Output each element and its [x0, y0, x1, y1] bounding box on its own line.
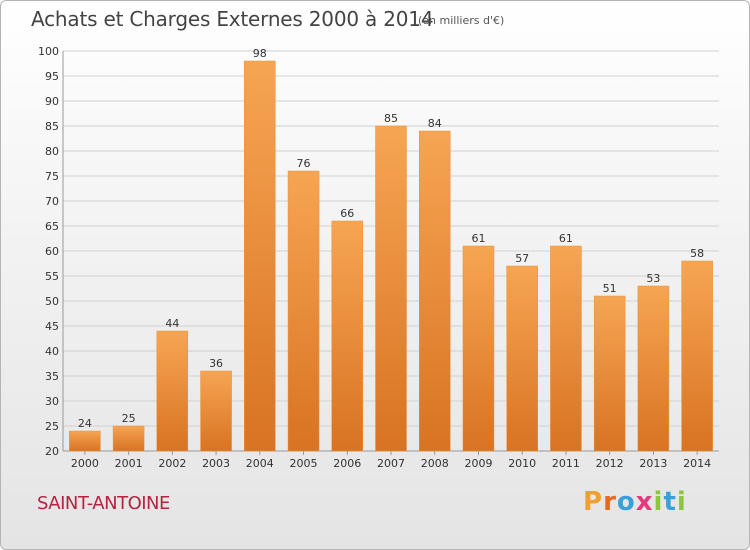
- bar-value-label: 66: [340, 207, 354, 220]
- x-tick-label: 2009: [464, 457, 492, 470]
- logo-letter: i: [676, 487, 687, 517]
- y-tick-label: 45: [45, 320, 59, 333]
- bar-2013: [637, 285, 670, 452]
- y-tick-label: 75: [45, 170, 59, 183]
- bar-2001: [112, 425, 145, 452]
- bar-2012: [593, 295, 626, 452]
- bar-value-label: 61: [559, 232, 573, 245]
- x-tick-label: 2007: [377, 457, 405, 470]
- y-tick-label: 20: [45, 445, 59, 458]
- bar-value-label: 85: [384, 112, 398, 125]
- bar-value-label: 61: [471, 232, 485, 245]
- y-tick-label: 65: [45, 220, 59, 233]
- y-tick-label: 90: [45, 95, 59, 108]
- x-tick-label: 2010: [508, 457, 536, 470]
- x-tick-label: 2011: [552, 457, 580, 470]
- x-tick-label: 2004: [246, 457, 274, 470]
- bar-2010: [506, 265, 538, 452]
- y-tick-label: 40: [45, 345, 59, 358]
- bar-value-label: 53: [646, 272, 660, 285]
- bar-2009: [462, 245, 495, 452]
- bar-2008: [418, 130, 451, 452]
- bar-value-label: 76: [297, 157, 311, 170]
- bar-value-label: 84: [428, 117, 442, 130]
- y-tick-label: 55: [45, 270, 59, 283]
- proxiti-logo: Proxiti: [583, 487, 687, 517]
- y-tick-label: 60: [45, 245, 59, 258]
- y-tick-label: 100: [38, 45, 59, 58]
- bar-value-label: 98: [253, 47, 267, 60]
- logo-letter: o: [616, 487, 636, 517]
- bar-value-label: 51: [603, 282, 617, 295]
- y-tick-label: 25: [45, 420, 59, 433]
- bar-value-label: 44: [165, 317, 179, 330]
- x-tick-label: 2003: [202, 457, 230, 470]
- x-tick-label: 2014: [683, 457, 711, 470]
- logo-letter: r: [603, 487, 617, 517]
- x-tick-label: 2000: [71, 457, 99, 470]
- bar-2014: [681, 260, 713, 452]
- y-tick-label: 50: [45, 295, 59, 308]
- bar-2006: [331, 220, 364, 452]
- bar-2005: [287, 170, 320, 452]
- bar-value-label: 36: [209, 357, 223, 370]
- logo-letter: t: [663, 487, 677, 517]
- y-tick-label: 80: [45, 145, 59, 158]
- commune-name: SAINT-ANTOINE: [37, 493, 170, 514]
- y-tick-label: 35: [45, 370, 59, 383]
- chart-unit-note: (en milliers d'€): [418, 14, 505, 27]
- bar-2007: [375, 125, 407, 452]
- y-tick-label: 85: [45, 120, 59, 133]
- bar-2003: [200, 370, 232, 452]
- y-tick-label: 70: [45, 195, 59, 208]
- chart-title: Achats et Charges Externes 2000 à 2014: [31, 7, 434, 31]
- x-tick-label: 2012: [596, 457, 624, 470]
- x-tick-label: 2002: [158, 457, 186, 470]
- bar-2011: [550, 245, 582, 452]
- bar-value-label: 24: [78, 417, 92, 430]
- logo-letter: P: [583, 487, 604, 517]
- bar-2000: [69, 430, 101, 452]
- bar-value-label: 25: [122, 412, 136, 425]
- bar-2004: [244, 60, 276, 452]
- x-tick-label: 2013: [639, 457, 667, 470]
- bar-value-label: 57: [515, 252, 529, 265]
- x-tick-label: 2006: [333, 457, 361, 470]
- bar-value-label: 58: [690, 247, 704, 260]
- bar-2002: [156, 330, 189, 452]
- x-tick-label: 2005: [290, 457, 318, 470]
- x-tick-label: 2001: [115, 457, 143, 470]
- logo-letter: x: [635, 487, 654, 517]
- y-tick-label: 30: [45, 395, 59, 408]
- y-tick-label: 95: [45, 70, 59, 83]
- x-tick-label: 2008: [421, 457, 449, 470]
- logo-letter: i: [653, 487, 664, 517]
